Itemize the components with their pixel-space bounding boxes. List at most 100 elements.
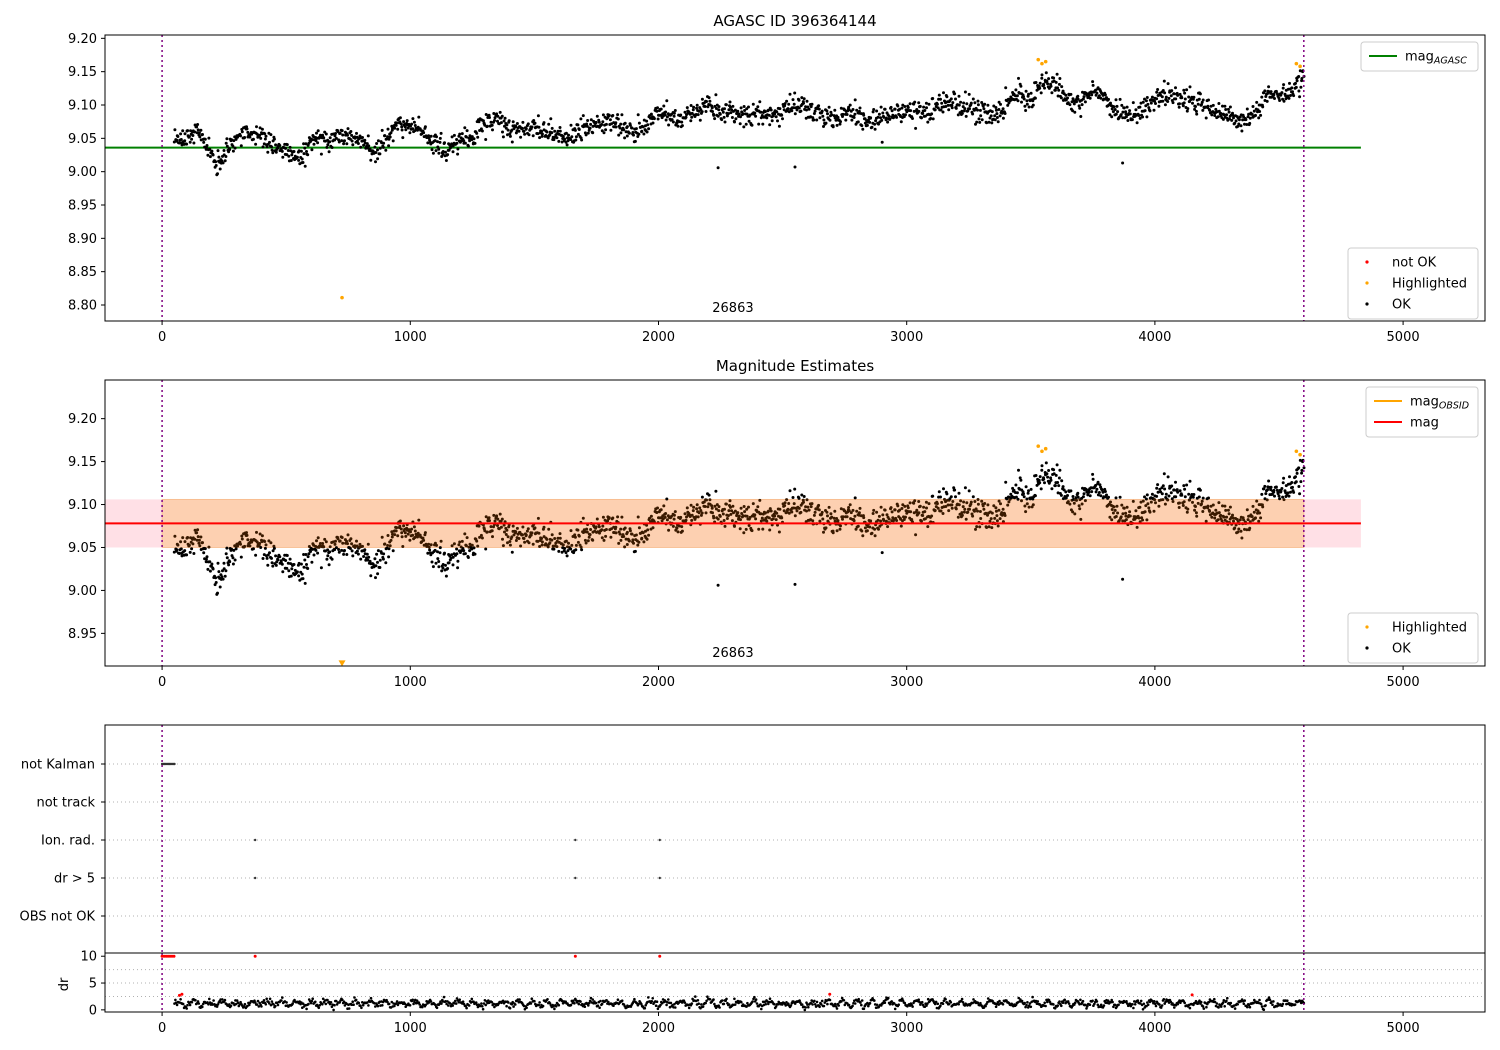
dr-point <box>596 1004 600 1007</box>
ok-point <box>306 567 310 570</box>
ok-point <box>319 152 323 156</box>
ok-point <box>644 529 647 533</box>
axes-frame <box>104 34 1486 322</box>
ok-point <box>444 574 448 578</box>
ok-point <box>338 131 342 135</box>
ok-point <box>696 515 700 519</box>
dr-point <box>640 1002 643 1006</box>
ok-point <box>413 124 417 127</box>
ok-point <box>1291 90 1294 94</box>
ok-point <box>430 148 434 152</box>
ok-point <box>340 139 344 143</box>
ok-point <box>793 514 797 518</box>
x-tick-label: 5000 <box>1387 675 1420 690</box>
ok-point <box>1029 487 1033 491</box>
dr-point <box>840 996 844 1000</box>
ok-point <box>1225 113 1229 117</box>
ok-point <box>1287 96 1291 100</box>
ok-point <box>995 514 999 518</box>
ok-point <box>1163 502 1167 506</box>
ok-point <box>1118 495 1122 499</box>
ok-point <box>216 561 220 565</box>
ok-point <box>597 525 601 529</box>
dr-point <box>342 1000 346 1003</box>
ok-point <box>1207 496 1210 500</box>
ok-point <box>1258 511 1262 515</box>
ok-point <box>478 535 482 539</box>
ok-point <box>350 139 354 143</box>
ok-point <box>1149 500 1153 504</box>
ok-point <box>807 107 811 111</box>
ok-point <box>877 527 880 531</box>
ok-point <box>301 161 305 164</box>
ok-point <box>409 530 412 534</box>
ok-point <box>1053 88 1057 92</box>
ok-point <box>1278 497 1282 501</box>
ok-point <box>954 507 958 511</box>
ok-point <box>266 553 270 557</box>
ok-point <box>1188 479 1192 483</box>
dr-point <box>309 1001 313 1005</box>
dr-point <box>236 1001 240 1004</box>
dr-point <box>789 1004 793 1007</box>
ok-point <box>346 542 349 546</box>
ok-point <box>873 527 877 531</box>
ok-point <box>804 105 808 109</box>
ok-point <box>583 124 587 128</box>
ok-point <box>1121 519 1125 523</box>
ok-point <box>739 506 743 510</box>
ok-point <box>979 517 983 520</box>
ok-point <box>918 104 922 108</box>
dr-point <box>591 998 594 1001</box>
ok-point <box>1134 108 1138 112</box>
ok-point <box>833 509 837 513</box>
ok-point <box>531 542 535 546</box>
ok-point <box>737 112 741 116</box>
ok-point <box>413 536 417 539</box>
ok-point <box>1298 95 1302 99</box>
ok-point <box>865 529 869 533</box>
ok-point <box>292 150 296 153</box>
ok-point <box>456 147 460 151</box>
ok-point <box>1091 83 1095 87</box>
ok-point <box>505 528 509 532</box>
ok-point <box>574 135 578 139</box>
ok-point <box>738 527 742 531</box>
ok-point <box>271 564 275 568</box>
dr-point <box>740 1000 743 1004</box>
ok-point <box>1064 490 1068 494</box>
ok-point <box>468 542 472 546</box>
ok-point <box>231 144 235 148</box>
ok-point <box>1298 492 1302 496</box>
ok-point <box>759 519 763 523</box>
ok-point <box>270 148 274 152</box>
ok-point <box>480 536 484 540</box>
ok-point <box>805 509 808 513</box>
ok-point <box>1056 491 1060 495</box>
dr-point <box>883 1001 887 1004</box>
ok-point <box>281 155 285 159</box>
ok-point <box>186 536 190 539</box>
ok-point <box>1076 495 1080 499</box>
ok-point <box>898 107 902 111</box>
ok-point <box>699 513 703 517</box>
ok-point <box>437 560 441 563</box>
ok-point <box>589 122 593 126</box>
ok-point <box>1044 71 1048 75</box>
ok-point <box>1025 502 1029 506</box>
ok-point <box>303 581 307 585</box>
ok-point <box>1154 102 1157 105</box>
dr-point <box>1043 1001 1046 1005</box>
ok-point <box>614 125 618 129</box>
ok-point <box>258 133 262 137</box>
dr-point <box>512 1005 515 1008</box>
ok-point <box>524 127 528 131</box>
ok-point <box>1022 95 1025 99</box>
ok-point <box>1112 505 1116 509</box>
ok-point <box>1217 102 1221 105</box>
ok-point <box>563 546 567 550</box>
ok-point <box>954 106 958 110</box>
ok-point <box>299 149 303 153</box>
ok-point <box>1119 113 1123 117</box>
ok-point <box>470 135 474 139</box>
